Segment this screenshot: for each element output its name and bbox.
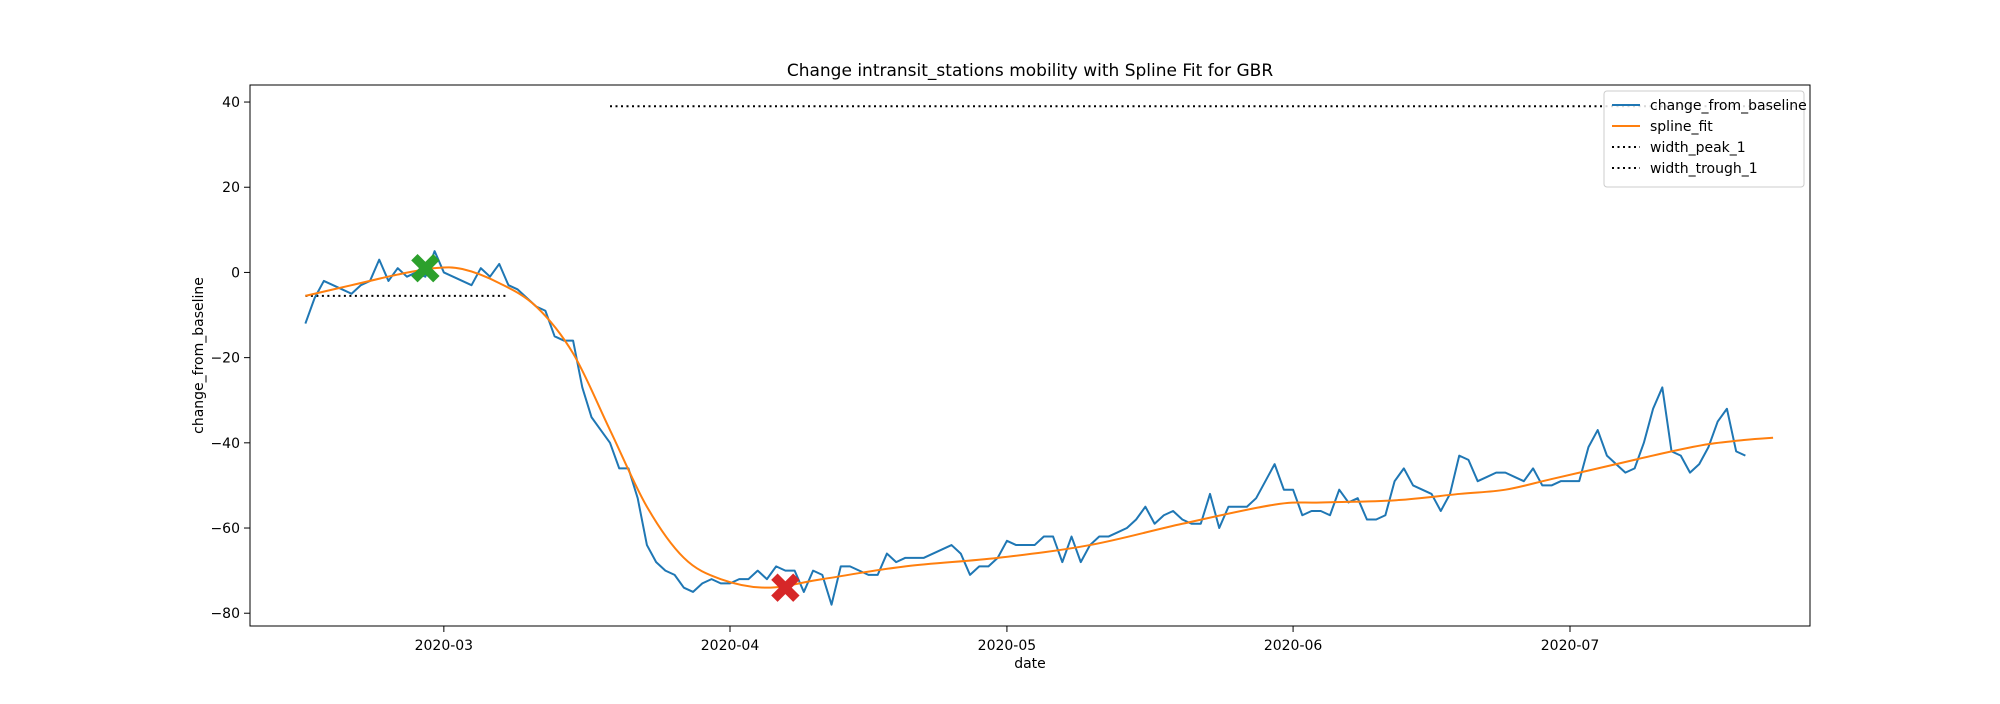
legend-label: spline_fit — [1650, 119, 1713, 135]
plot-area — [304, 105, 1801, 606]
legend: change_from_baseline spline_fit width_peak… — [1603, 90, 1807, 188]
y-tick-label: 20 — [222, 180, 240, 196]
y-tick-label: −80 — [210, 606, 240, 622]
x-tick-label: 2020-07 — [1541, 638, 1600, 654]
x-tick-label: 2020-05 — [978, 638, 1037, 654]
y-axis: −80 −60 −40 −20 0 20 40 — [210, 95, 250, 622]
x-tick-label: 2020-04 — [701, 638, 760, 654]
plot-frame — [249, 84, 1811, 627]
y-tick-label: −40 — [210, 436, 240, 452]
legend-box — [1603, 90, 1805, 188]
legend-label: width_peak_1 — [1650, 140, 1746, 156]
peak-marker — [411, 253, 440, 283]
series-line-spline-fit — [305, 266, 1774, 589]
peak-marker-stroke — [411, 253, 440, 283]
y-tick-label: 0 — [231, 265, 240, 281]
x-tick-label: 2020-06 — [1264, 638, 1323, 654]
trough-marker-stroke — [771, 573, 800, 602]
series-line-change-from-baseline — [304, 250, 1746, 606]
y-tick-label: 40 — [222, 95, 240, 111]
legend-label: width_trough_1 — [1650, 161, 1758, 177]
x-tick-label: 2020-03 — [415, 638, 474, 654]
y-tick-label: −20 — [210, 351, 240, 367]
x-axis-label: date — [1014, 656, 1046, 672]
trough-marker — [771, 573, 800, 602]
x-axis: 2020-03 2020-04 2020-05 2020-06 2020-07 — [415, 626, 1600, 654]
y-axis-label: change_from_baseline — [191, 277, 207, 434]
chart-title: Change intransit_stations mobility with … — [787, 61, 1273, 81]
y-tick-label: −60 — [210, 521, 240, 537]
legend-label: change_from_baseline — [1650, 98, 1807, 114]
